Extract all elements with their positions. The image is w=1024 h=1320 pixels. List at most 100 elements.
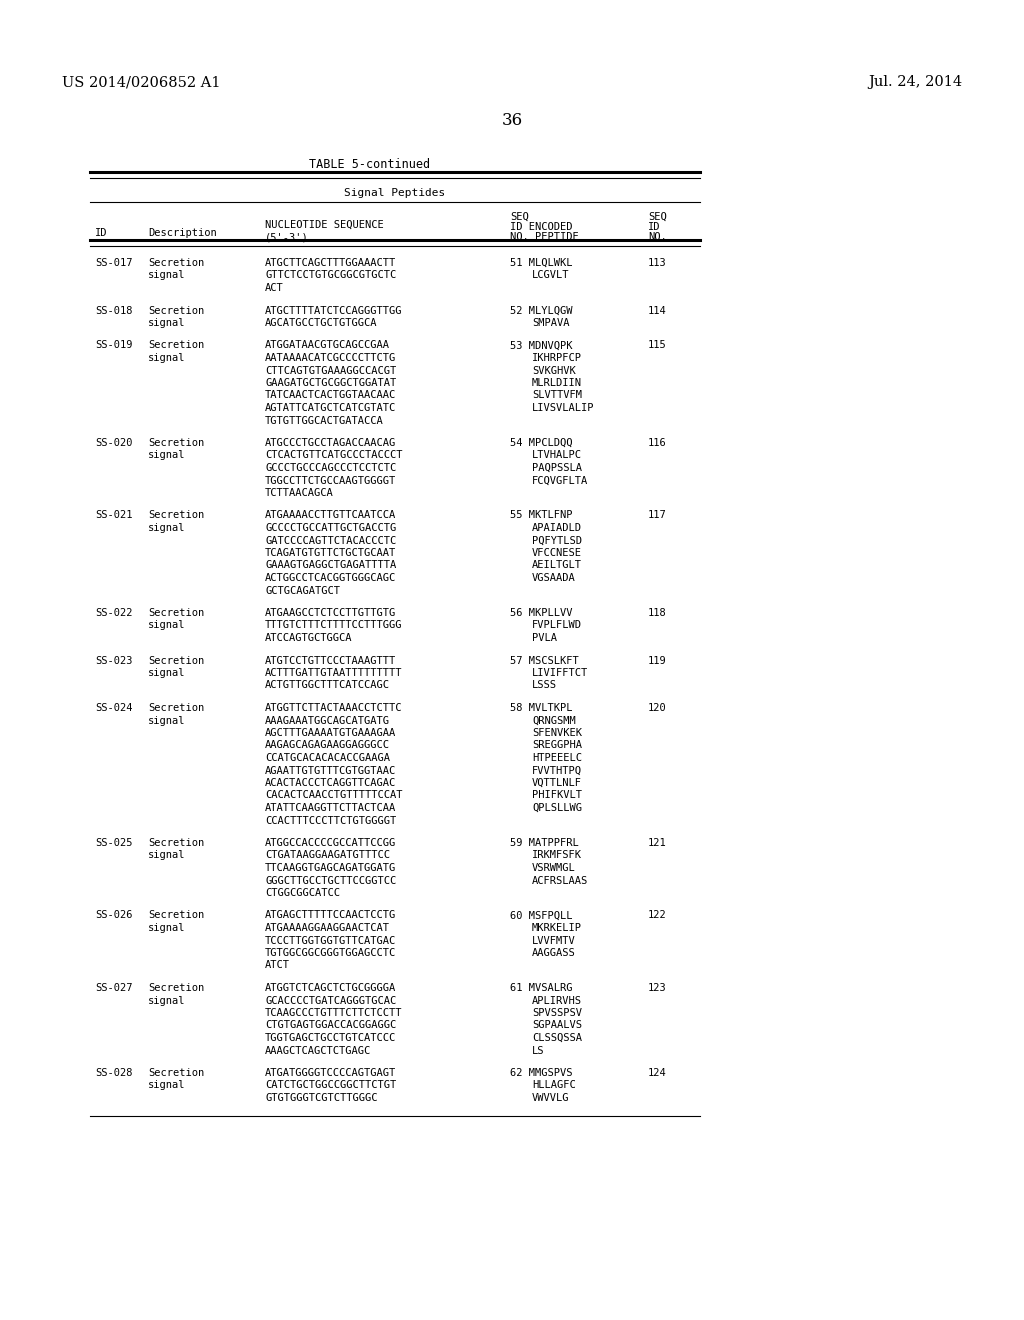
Text: signal: signal — [148, 850, 185, 861]
Text: Secretion: Secretion — [148, 1068, 204, 1078]
Text: LCGVLT: LCGVLT — [532, 271, 569, 281]
Text: 55 MKTLFNP: 55 MKTLFNP — [510, 511, 572, 520]
Text: 54 MPCLDQQ: 54 MPCLDQQ — [510, 438, 572, 447]
Text: Description: Description — [148, 228, 217, 238]
Text: GGGCTTGCCTGCTTCCGGTCC: GGGCTTGCCTGCTTCCGGTCC — [265, 875, 396, 886]
Text: signal: signal — [148, 620, 185, 631]
Text: Signal Peptides: Signal Peptides — [344, 187, 445, 198]
Text: ACT: ACT — [265, 282, 284, 293]
Text: SS-021: SS-021 — [95, 511, 132, 520]
Text: ACTGGCCTCACGGTGGGCAGC: ACTGGCCTCACGGTGGGCAGC — [265, 573, 396, 583]
Text: IKHRPFCP: IKHRPFCP — [532, 352, 582, 363]
Text: AGAATTGTGTTTCGTGGTAAC: AGAATTGTGTTTCGTGGTAAC — [265, 766, 396, 776]
Text: signal: signal — [148, 352, 185, 363]
Text: ATCT: ATCT — [265, 961, 290, 970]
Text: GTTCTCCTGTGCGGCGTGCTC: GTTCTCCTGTGCGGCGTGCTC — [265, 271, 396, 281]
Text: ID ENCODED: ID ENCODED — [510, 222, 572, 232]
Text: Secretion: Secretion — [148, 656, 204, 665]
Text: 121: 121 — [648, 838, 667, 847]
Text: Secretion: Secretion — [148, 704, 204, 713]
Text: 124: 124 — [648, 1068, 667, 1078]
Text: SEQ: SEQ — [648, 213, 667, 222]
Text: 120: 120 — [648, 704, 667, 713]
Text: TTTGTCTTTCTTTTCCTTTGGG: TTTGTCTTTCTTTTCCTTTGGG — [265, 620, 402, 631]
Text: APAIADLD: APAIADLD — [532, 523, 582, 533]
Text: signal: signal — [148, 923, 185, 933]
Text: 116: 116 — [648, 438, 667, 447]
Text: ATGCTTCAGCTTTGGAAACTT: ATGCTTCAGCTTTGGAAACTT — [265, 257, 396, 268]
Text: Secretion: Secretion — [148, 305, 204, 315]
Text: ID: ID — [95, 228, 108, 238]
Text: Secretion: Secretion — [148, 911, 204, 920]
Text: ACACTACCCTCAGGTTCAGAC: ACACTACCCTCAGGTTCAGAC — [265, 777, 396, 788]
Text: 114: 114 — [648, 305, 667, 315]
Text: 57 MSCSLKFT: 57 MSCSLKFT — [510, 656, 579, 665]
Text: signal: signal — [148, 995, 185, 1006]
Text: GCCCCTGCCATTGCTGACCTG: GCCCCTGCCATTGCTGACCTG — [265, 523, 396, 533]
Text: TGGTGAGCTGCCTGTCATCCC: TGGTGAGCTGCCTGTCATCCC — [265, 1034, 396, 1043]
Text: AGTATTCATGCTCATCGTATC: AGTATTCATGCTCATCGTATC — [265, 403, 396, 413]
Text: VGSAADA: VGSAADA — [532, 573, 575, 583]
Text: SS-027: SS-027 — [95, 983, 132, 993]
Text: NO. PEPTIDE: NO. PEPTIDE — [510, 232, 579, 242]
Text: Secretion: Secretion — [148, 341, 204, 351]
Text: SREGGPHA: SREGGPHA — [532, 741, 582, 751]
Text: SS-028: SS-028 — [95, 1068, 132, 1078]
Text: AEILTGLT: AEILTGLT — [532, 561, 582, 570]
Text: AAGGASS: AAGGASS — [532, 948, 575, 958]
Text: signal: signal — [148, 450, 185, 461]
Text: TCAAGCCCTGTTTCTTCTCCTT: TCAAGCCCTGTTTCTTCTCCTT — [265, 1008, 402, 1018]
Text: GAAAGTGAGGCTGAGATTTTA: GAAAGTGAGGCTGAGATTTTA — [265, 561, 396, 570]
Text: SGPAALVS: SGPAALVS — [532, 1020, 582, 1031]
Text: IRKMFSFK: IRKMFSFK — [532, 850, 582, 861]
Text: LVVFMTV: LVVFMTV — [532, 936, 575, 945]
Text: GTGTGGGTCGTCTTGGGC: GTGTGGGTCGTCTTGGGC — [265, 1093, 378, 1104]
Text: Jul. 24, 2014: Jul. 24, 2014 — [868, 75, 962, 88]
Text: FCQVGFLTA: FCQVGFLTA — [532, 475, 588, 486]
Text: CACACTCAACCTGTTTTTCCAT: CACACTCAACCTGTTTTTCCAT — [265, 791, 402, 800]
Text: AAAGAAATGGCAGCATGATG: AAAGAAATGGCAGCATGATG — [265, 715, 390, 726]
Text: SS-020: SS-020 — [95, 438, 132, 447]
Text: TGTGGCGGCGGGTGGAGCCTC: TGTGGCGGCGGGTGGAGCCTC — [265, 948, 396, 958]
Text: QPLSLLWG: QPLSLLWG — [532, 803, 582, 813]
Text: PVLA: PVLA — [532, 634, 557, 643]
Text: signal: signal — [148, 1081, 185, 1090]
Text: 56 MKPLLVV: 56 MKPLLVV — [510, 609, 572, 618]
Text: 113: 113 — [648, 257, 667, 268]
Text: Secretion: Secretion — [148, 983, 204, 993]
Text: Secretion: Secretion — [148, 838, 204, 847]
Text: GATCCCCAGTTCTACACCCTC: GATCCCCAGTTCTACACCCTC — [265, 536, 396, 545]
Text: ACTTTGATTGTAATTTTTTTTT: ACTTTGATTGTAATTTTTTTTT — [265, 668, 402, 678]
Text: signal: signal — [148, 523, 185, 533]
Text: HTPEEELC: HTPEEELC — [532, 752, 582, 763]
Text: AAGAGCAGAGAAGGAGGGCC: AAGAGCAGAGAAGGAGGGCC — [265, 741, 390, 751]
Text: GAAGATGCTGCGGCTGGATAT: GAAGATGCTGCGGCTGGATAT — [265, 378, 396, 388]
Text: 52 MLYLQGW: 52 MLYLQGW — [510, 305, 572, 315]
Text: US 2014/0206852 A1: US 2014/0206852 A1 — [62, 75, 220, 88]
Text: PHIFKVLT: PHIFKVLT — [532, 791, 582, 800]
Text: ATGGATAACGTGCAGCCGAA: ATGGATAACGTGCAGCCGAA — [265, 341, 390, 351]
Text: ATGAGCTTTTTCCAACTCCTG: ATGAGCTTTTTCCAACTCCTG — [265, 911, 396, 920]
Text: CLSSQSSA: CLSSQSSA — [532, 1034, 582, 1043]
Text: 117: 117 — [648, 511, 667, 520]
Text: CATCTGCTGGCCGGCTTCTGT: CATCTGCTGGCCGGCTTCTGT — [265, 1081, 396, 1090]
Text: TCTTAACAGCA: TCTTAACAGCA — [265, 488, 334, 498]
Text: SPVSSPSV: SPVSSPSV — [532, 1008, 582, 1018]
Text: LIVIFFTCT: LIVIFFTCT — [532, 668, 588, 678]
Text: ATGAAAAGGAAGGAACTCAT: ATGAAAAGGAAGGAACTCAT — [265, 923, 390, 933]
Text: VFCCNESE: VFCCNESE — [532, 548, 582, 558]
Text: AATAAAACATCGCCCCTТCTG: AATAAAACATCGCCCCTТCTG — [265, 352, 396, 363]
Text: Secretion: Secretion — [148, 609, 204, 618]
Text: HLLAGFC: HLLAGFC — [532, 1081, 575, 1090]
Text: SS-024: SS-024 — [95, 704, 132, 713]
Text: CTGGCGGCATCC: CTGGCGGCATCC — [265, 888, 340, 898]
Text: signal: signal — [148, 271, 185, 281]
Text: TTCAAGGTGAGCAGATGGATG: TTCAAGGTGAGCAGATGGATG — [265, 863, 396, 873]
Text: 118: 118 — [648, 609, 667, 618]
Text: 123: 123 — [648, 983, 667, 993]
Text: GCACCCCTGATCAGGGTGCAC: GCACCCCTGATCAGGGTGCAC — [265, 995, 396, 1006]
Text: CTCACTGTTCATGCCCTACCCT: CTCACTGTTCATGCCCTACCCT — [265, 450, 402, 461]
Text: ATGAAAACCTTGTTCAATCCA: ATGAAAACCTTGTTCAATCCA — [265, 511, 396, 520]
Text: ATGGTTCTTACTAAACCTCTTC: ATGGTTCTTACTAAACCTCTTC — [265, 704, 402, 713]
Text: SS-017: SS-017 — [95, 257, 132, 268]
